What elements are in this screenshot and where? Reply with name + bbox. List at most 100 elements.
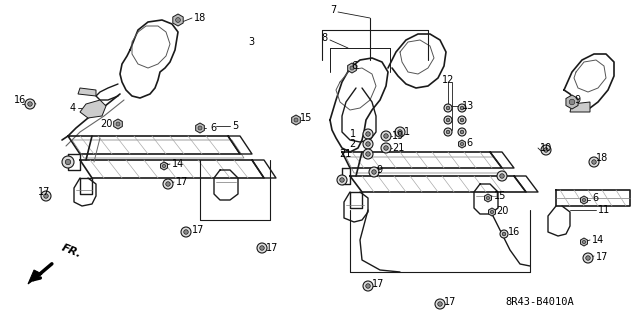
Polygon shape: [292, 115, 300, 125]
Circle shape: [446, 106, 450, 110]
Circle shape: [490, 211, 493, 214]
Circle shape: [294, 118, 298, 122]
Polygon shape: [348, 63, 356, 73]
Circle shape: [363, 281, 373, 291]
Circle shape: [369, 167, 379, 177]
Circle shape: [184, 230, 188, 234]
Circle shape: [337, 175, 347, 185]
Text: 11: 11: [598, 205, 611, 215]
Circle shape: [444, 116, 452, 124]
Circle shape: [381, 131, 391, 141]
Circle shape: [363, 149, 373, 159]
Text: FR.: FR.: [60, 243, 83, 260]
Text: 6: 6: [352, 61, 358, 71]
Circle shape: [592, 160, 596, 164]
Text: 15: 15: [300, 113, 312, 123]
Polygon shape: [488, 208, 495, 216]
Circle shape: [384, 134, 388, 138]
Circle shape: [460, 118, 464, 122]
Text: 6: 6: [592, 193, 598, 203]
Circle shape: [372, 170, 376, 174]
Polygon shape: [161, 162, 168, 170]
Text: 10: 10: [540, 143, 552, 153]
Circle shape: [583, 253, 593, 263]
Text: 18: 18: [596, 153, 608, 163]
Circle shape: [365, 284, 371, 288]
Text: 21: 21: [392, 143, 404, 153]
Polygon shape: [173, 14, 183, 26]
Text: 17: 17: [192, 225, 204, 235]
Polygon shape: [570, 102, 590, 112]
Circle shape: [175, 18, 180, 22]
Circle shape: [569, 99, 575, 105]
Text: 14: 14: [592, 235, 604, 245]
Text: 6: 6: [466, 138, 472, 148]
Circle shape: [350, 66, 354, 70]
Circle shape: [181, 227, 191, 237]
Polygon shape: [458, 140, 465, 148]
Circle shape: [395, 127, 405, 137]
Circle shape: [446, 130, 450, 134]
Circle shape: [444, 104, 452, 112]
Text: 1: 1: [350, 129, 356, 139]
Circle shape: [62, 156, 74, 168]
Text: 5: 5: [232, 121, 238, 131]
Circle shape: [444, 128, 452, 136]
Circle shape: [446, 118, 450, 122]
Polygon shape: [80, 100, 106, 118]
Text: 4: 4: [70, 103, 76, 113]
Text: 12: 12: [442, 75, 454, 85]
Circle shape: [25, 99, 35, 109]
Circle shape: [384, 146, 388, 150]
Polygon shape: [114, 119, 122, 129]
Text: 20: 20: [496, 206, 508, 216]
Circle shape: [460, 106, 464, 110]
Text: 2: 2: [349, 139, 356, 149]
Text: 18: 18: [194, 13, 206, 23]
Circle shape: [460, 130, 464, 134]
Text: 1: 1: [404, 127, 410, 137]
Text: 8R43-B4010A: 8R43-B4010A: [506, 297, 574, 307]
Text: 13: 13: [462, 101, 474, 111]
Circle shape: [435, 299, 445, 309]
Circle shape: [365, 142, 371, 146]
Text: 17: 17: [444, 297, 456, 307]
Text: 17: 17: [266, 243, 278, 253]
Circle shape: [582, 198, 586, 202]
Circle shape: [257, 243, 267, 253]
Text: 9: 9: [574, 95, 580, 105]
Text: 16: 16: [508, 227, 520, 237]
Circle shape: [41, 191, 51, 201]
Circle shape: [582, 241, 586, 244]
Text: 9: 9: [376, 165, 382, 175]
Text: 14: 14: [172, 159, 184, 169]
Circle shape: [541, 145, 551, 155]
Circle shape: [198, 126, 202, 130]
Polygon shape: [196, 123, 204, 133]
Circle shape: [65, 159, 70, 165]
Circle shape: [502, 232, 506, 236]
Circle shape: [397, 130, 403, 134]
Polygon shape: [484, 194, 492, 202]
Text: 17: 17: [372, 279, 385, 289]
Text: 16: 16: [14, 95, 26, 105]
Circle shape: [460, 142, 463, 145]
Text: 7: 7: [330, 5, 336, 15]
Text: 17: 17: [596, 252, 609, 262]
Circle shape: [486, 197, 490, 200]
Polygon shape: [580, 238, 588, 246]
Circle shape: [363, 129, 373, 139]
Circle shape: [365, 152, 371, 156]
Text: 3: 3: [248, 37, 254, 47]
Text: 19: 19: [392, 131, 404, 141]
Polygon shape: [580, 196, 588, 204]
Circle shape: [340, 178, 344, 182]
Circle shape: [458, 116, 466, 124]
Circle shape: [497, 171, 507, 181]
Text: 6: 6: [210, 123, 216, 133]
Text: 17: 17: [38, 187, 50, 197]
Polygon shape: [566, 95, 578, 109]
Circle shape: [438, 302, 442, 306]
Circle shape: [589, 157, 599, 167]
Circle shape: [544, 148, 548, 152]
